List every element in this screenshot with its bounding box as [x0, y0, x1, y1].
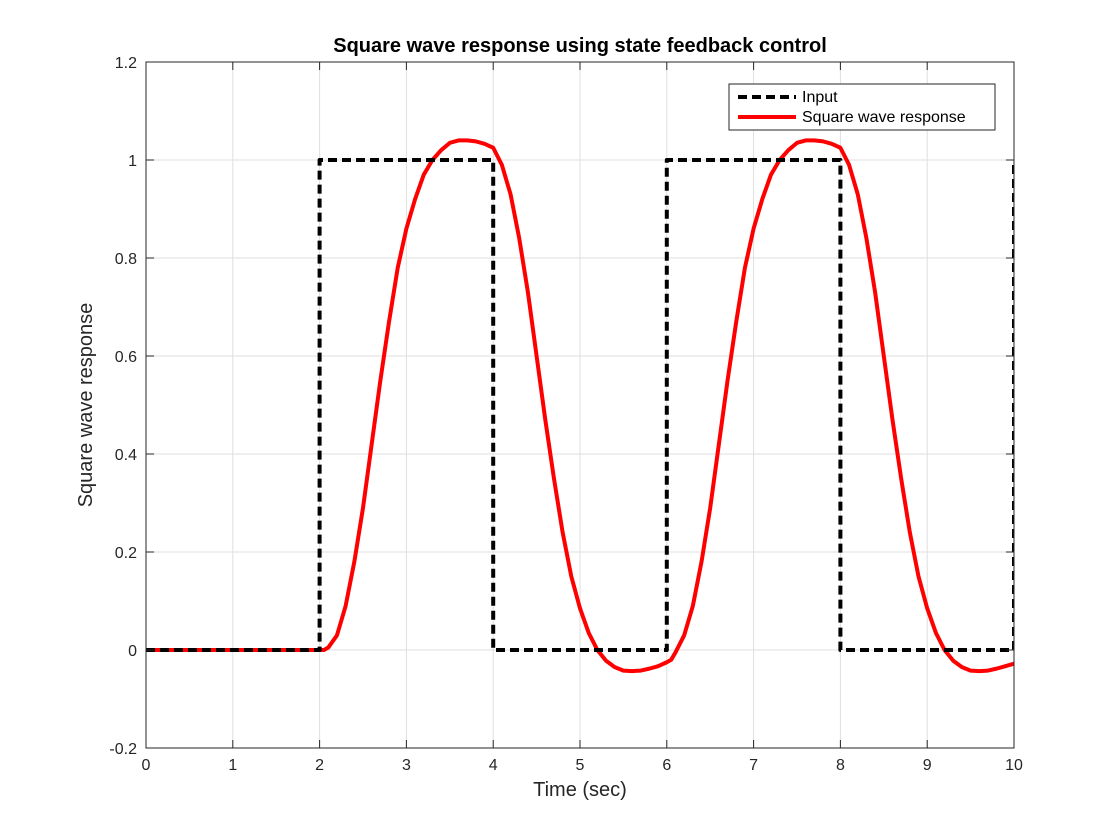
series-line-response: [146, 138, 1014, 674]
y-tick-label: 0.2: [115, 545, 137, 562]
x-tick-label: 3: [402, 757, 411, 774]
y-tick-label: 0: [128, 643, 137, 660]
x-tick-label: 10: [1005, 757, 1023, 774]
x-tick-label: 0: [142, 757, 151, 774]
x-tick-label: 7: [749, 757, 758, 774]
x-tick-label: 5: [576, 757, 585, 774]
legend-label-response: Square wave response: [802, 109, 966, 126]
legend-box: [728, 83, 996, 131]
y-axis-label: Square wave response: [75, 303, 97, 508]
y-tick-label: 0.8: [115, 251, 137, 268]
y-tick-label: 0.6: [115, 349, 137, 366]
y-tick-label: 1: [128, 153, 137, 170]
series-line-input: [146, 158, 1014, 652]
x-tick-label: 8: [836, 757, 845, 774]
x-tick-label: 2: [315, 757, 324, 774]
x-tick-label: 6: [662, 757, 671, 774]
x-axis-label: Time (sec): [533, 779, 627, 801]
tick-marks: [145, 61, 1015, 749]
x-tick-label: 1: [228, 757, 237, 774]
y-tick-labels: -0.2 0 0.2 0.4 0.6 0.8 1 1.2: [109, 55, 137, 758]
legend-label-input: Input: [802, 89, 838, 106]
chart-title: Square wave response using state feedbac…: [333, 35, 827, 57]
plot-area: [145, 61, 1015, 749]
y-tick-label: -0.2: [109, 741, 137, 758]
x-tick-labels: 0 1 2 3 4 5 6 7 8 9 10: [142, 757, 1023, 774]
series-layer: [146, 138, 1014, 674]
y-tick-label: 0.4: [115, 447, 137, 464]
x-tick-label: 4: [489, 757, 498, 774]
x-tick-label: 9: [923, 757, 932, 774]
y-tick-label: 1.2: [115, 55, 137, 72]
legend: Input Square wave response: [728, 83, 996, 131]
